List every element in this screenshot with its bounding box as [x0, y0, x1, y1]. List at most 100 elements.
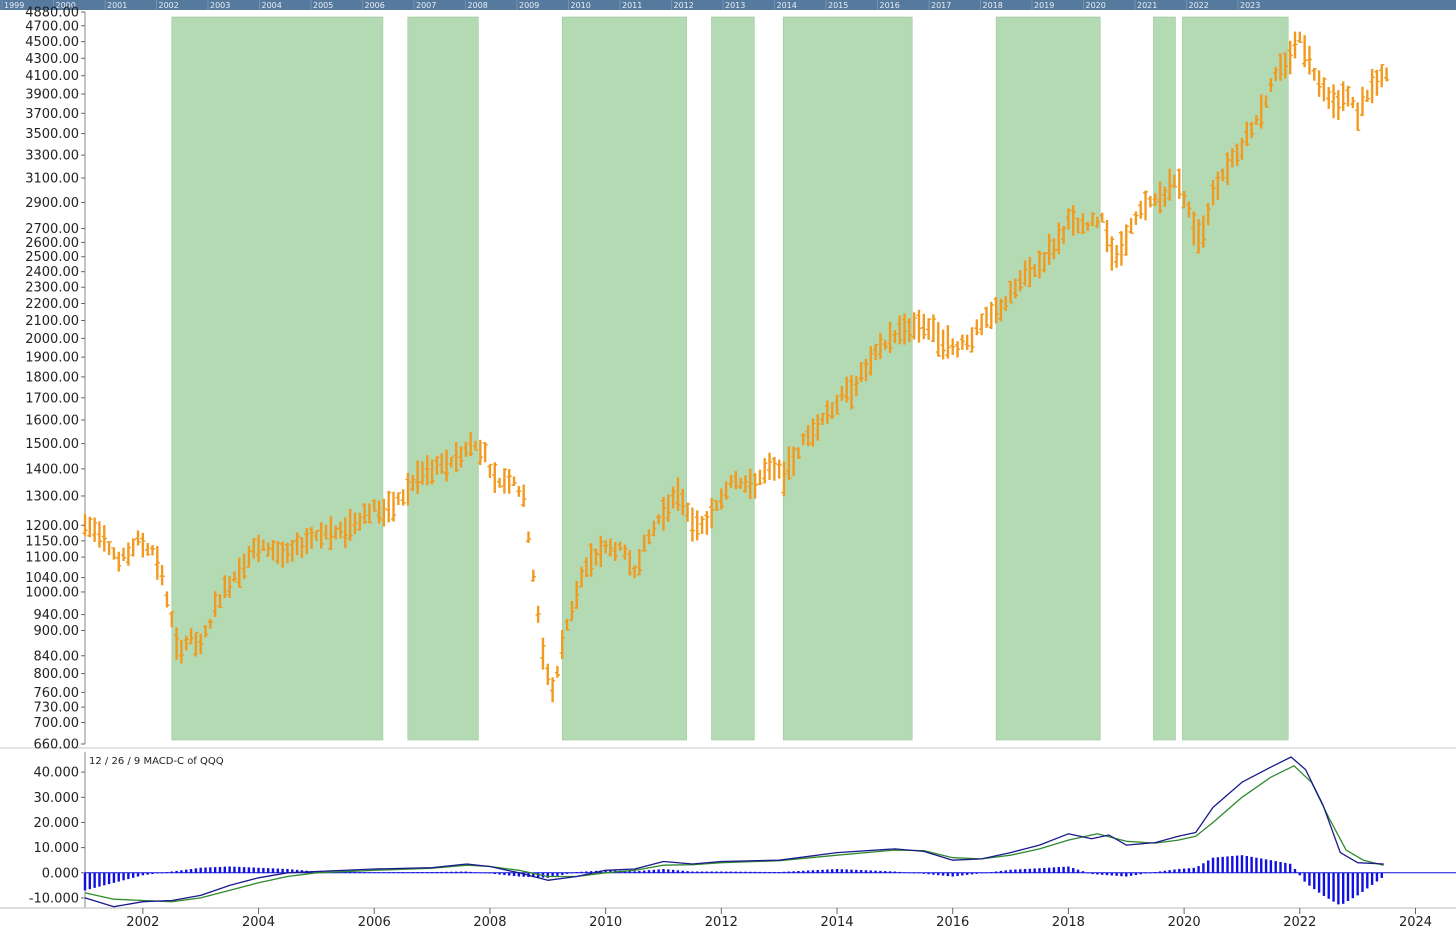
macd-lines: [84, 756, 1384, 908]
histogram-bar: [893, 871, 897, 873]
histogram-bar: [257, 867, 260, 873]
price-tick-label: 2600.00: [25, 236, 79, 251]
histogram-bar: [671, 869, 675, 873]
histogram-bar: [609, 870, 612, 873]
histogram-bar: [228, 866, 231, 873]
histogram-bar: [387, 872, 390, 873]
histogram-bar: [363, 872, 366, 873]
histogram-bar: [122, 872, 125, 881]
histogram-bar: [209, 867, 212, 873]
histogram-bar: [286, 869, 289, 873]
histogram-bar: [647, 870, 651, 873]
histogram-bar: [884, 871, 887, 873]
histogram-bar: [348, 871, 352, 873]
histogram-bar: [532, 872, 535, 878]
histogram-bar: [151, 872, 154, 875]
histogram-bar: [975, 872, 979, 874]
histogram-bar: [946, 872, 950, 877]
histogram-bar: [700, 871, 704, 873]
histogram-bar: [127, 872, 130, 880]
histogram-bar: [667, 869, 670, 873]
price-tick-label: 4500.00: [25, 35, 79, 50]
navigator-bar[interactable]: [0, 0, 1456, 10]
histogram-bar: [1255, 857, 1258, 873]
histogram-bar: [276, 868, 280, 873]
histogram-bar: [1100, 872, 1104, 875]
navigator-year-label: 2022: [1189, 1, 1209, 10]
navigator-year-label: 2000: [56, 1, 76, 10]
histogram-bar: [797, 871, 800, 873]
histogram-bar: [604, 870, 607, 873]
histogram-bar: [1028, 868, 1032, 873]
histogram-bar: [132, 872, 135, 878]
histogram-bar: [508, 872, 511, 876]
macd-tick-label: 10.000: [34, 841, 80, 856]
histogram-bar: [1023, 869, 1027, 873]
histogram-bar: [1057, 867, 1060, 873]
time-tick-label: 2010: [589, 915, 622, 930]
histogram-bar: [382, 872, 386, 873]
price-tick-label: 1150.00: [25, 534, 79, 549]
histogram-bar: [1038, 868, 1041, 873]
histogram-bar: [1062, 866, 1065, 873]
histogram-bar: [638, 870, 641, 873]
shaded-period: [1182, 16, 1289, 741]
histogram-bar: [1115, 872, 1118, 876]
histogram-bar: [358, 872, 361, 873]
histogram-bar: [715, 871, 718, 873]
histogram-bar: [1269, 860, 1273, 873]
histogram-bar: [561, 872, 564, 875]
time-tick-label: 2020: [1168, 915, 1201, 930]
histogram-bar: [941, 872, 945, 876]
shaded-period: [711, 16, 755, 741]
histogram-bar: [146, 872, 149, 875]
price-tick-label: 760.00: [34, 686, 80, 701]
histogram-bar: [1380, 872, 1383, 878]
histogram-bar: [1231, 856, 1234, 873]
histogram-bar: [1110, 872, 1114, 876]
price-tick-label: 4700.00: [25, 19, 79, 34]
price-bars: [82, 31, 1390, 703]
histogram-bar: [411, 872, 415, 873]
histogram-bar: [103, 872, 106, 886]
histogram-bar: [517, 872, 521, 877]
histogram-bar: [551, 872, 554, 877]
histogram-bar: [753, 871, 757, 873]
time-navigator[interactable]: 1999 2000 2001 2002 2003 2004 2005 2006 2007 2008…: [0, 0, 1456, 10]
histogram-bar: [233, 866, 236, 873]
histogram-bar: [88, 872, 92, 890]
price-tick-label: 4300.00: [25, 52, 79, 67]
histogram-bar: [985, 872, 988, 874]
histogram-bar: [238, 866, 241, 873]
shaded-periods: [171, 16, 1289, 741]
price-tick-label: 3500.00: [25, 127, 79, 142]
histogram-bar: [218, 866, 222, 873]
histogram-bar: [488, 872, 492, 874]
histogram-bar: [1072, 868, 1075, 873]
macd-tick-label: 30.000: [34, 791, 80, 806]
price-tick-label: 2300.00: [25, 281, 79, 296]
histogram-bar: [1308, 872, 1311, 886]
histogram-bar: [898, 871, 901, 873]
histogram-bar: [1178, 868, 1181, 873]
histogram-bar: [917, 872, 921, 874]
histogram-bar: [1274, 861, 1277, 873]
price-tick-label: 1900.00: [25, 351, 79, 366]
shaded-period: [171, 16, 384, 741]
histogram-bar: [170, 871, 173, 873]
histogram-bar: [1260, 858, 1263, 873]
histogram-bar: [970, 872, 974, 875]
navigator-year-label: 2004: [262, 1, 282, 10]
histogram-bar: [493, 872, 496, 875]
histogram-bar: [1288, 863, 1292, 873]
price-tick-label: 2700.00: [25, 222, 79, 237]
navigator-year-label: 2021: [1137, 1, 1157, 10]
histogram-bar: [373, 872, 376, 873]
histogram-bar: [729, 871, 733, 873]
histogram-bar: [686, 871, 689, 873]
histogram-bar: [546, 872, 549, 878]
price-tick-label: 840.00: [34, 649, 80, 664]
histogram-bar: [1014, 869, 1017, 873]
